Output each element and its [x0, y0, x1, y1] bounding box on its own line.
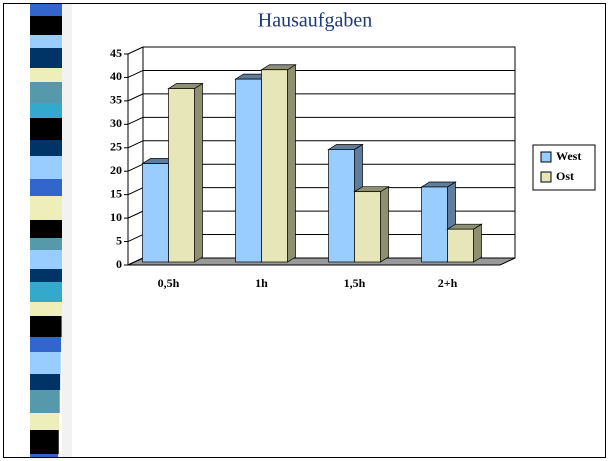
y-tick-label: 35 [110, 93, 122, 107]
grid-line-side [127, 187, 144, 196]
y-tick-label: 25 [110, 140, 122, 154]
bar-side [287, 64, 296, 263]
stripe-block [30, 140, 62, 156]
y-tick-label: 30 [110, 116, 122, 130]
bar-side [194, 82, 203, 263]
y-tick-label: 20 [110, 163, 122, 177]
stripe-block [30, 156, 62, 179]
grid-line-side [127, 257, 144, 266]
bar [447, 228, 474, 263]
stripe-block [30, 179, 62, 196]
grid-line-side [127, 234, 144, 243]
y-tick-label: 15 [110, 186, 122, 200]
x-tick-label: 1h [255, 276, 268, 290]
bar [142, 163, 169, 263]
stripe-block [30, 68, 62, 82]
grid-line-side [127, 140, 144, 149]
decorative-stripe [30, 4, 72, 457]
stripe-block [30, 302, 62, 316]
stripe-shadow [62, 4, 72, 457]
stripe-block [30, 238, 62, 250]
stripe-block [30, 390, 60, 413]
stripe-block [30, 4, 62, 16]
bar [354, 191, 381, 263]
stripe-block [30, 103, 62, 118]
bar [261, 69, 288, 263]
y-tick-label: 0 [116, 257, 122, 271]
bar-side [380, 186, 389, 263]
stripe-block [30, 352, 61, 374]
bar [168, 88, 195, 263]
chart-title: Hausaufgaben [258, 10, 372, 32]
stripe-block [30, 196, 62, 220]
stripe-block [30, 316, 62, 337]
grid-line-side [127, 93, 144, 102]
y-tick-label: 40 [110, 69, 122, 83]
stripe-block [30, 118, 62, 140]
legend-swatch [540, 171, 552, 183]
bar [235, 78, 262, 263]
legend-label: Ost [556, 169, 574, 183]
grid-line-side [127, 163, 144, 172]
stripe-block [30, 337, 62, 352]
stripe-block [30, 269, 62, 282]
y-tick-label: 5 [116, 233, 122, 247]
bar [421, 186, 448, 263]
grid-line-side [127, 46, 144, 55]
stripe-block [30, 35, 62, 48]
stripe-block [30, 454, 59, 457]
grid-line-side [127, 116, 144, 125]
legend-label: West [556, 149, 581, 163]
x-tick-label: 1,5h [344, 276, 366, 290]
stripe-block [30, 250, 62, 269]
x-tick-label: 0,5h [158, 276, 180, 290]
grid-line-side [127, 210, 144, 219]
bar [328, 149, 355, 263]
stripe-block [30, 82, 62, 103]
y-tick-label: 45 [110, 46, 122, 60]
stripe-block [30, 374, 61, 390]
stripe-block [30, 220, 62, 238]
grid-line-side [127, 69, 144, 78]
slide-border [3, 3, 606, 458]
stripe-block [30, 430, 59, 454]
stripe-block [30, 16, 62, 35]
stripe-block [30, 282, 62, 302]
stripe-block [30, 48, 62, 68]
legend-swatch [540, 151, 552, 163]
bar-side [473, 223, 482, 263]
y-tick-label: 10 [110, 210, 122, 224]
stripe-block [30, 413, 60, 430]
x-tick-label: 2+h [438, 276, 458, 290]
